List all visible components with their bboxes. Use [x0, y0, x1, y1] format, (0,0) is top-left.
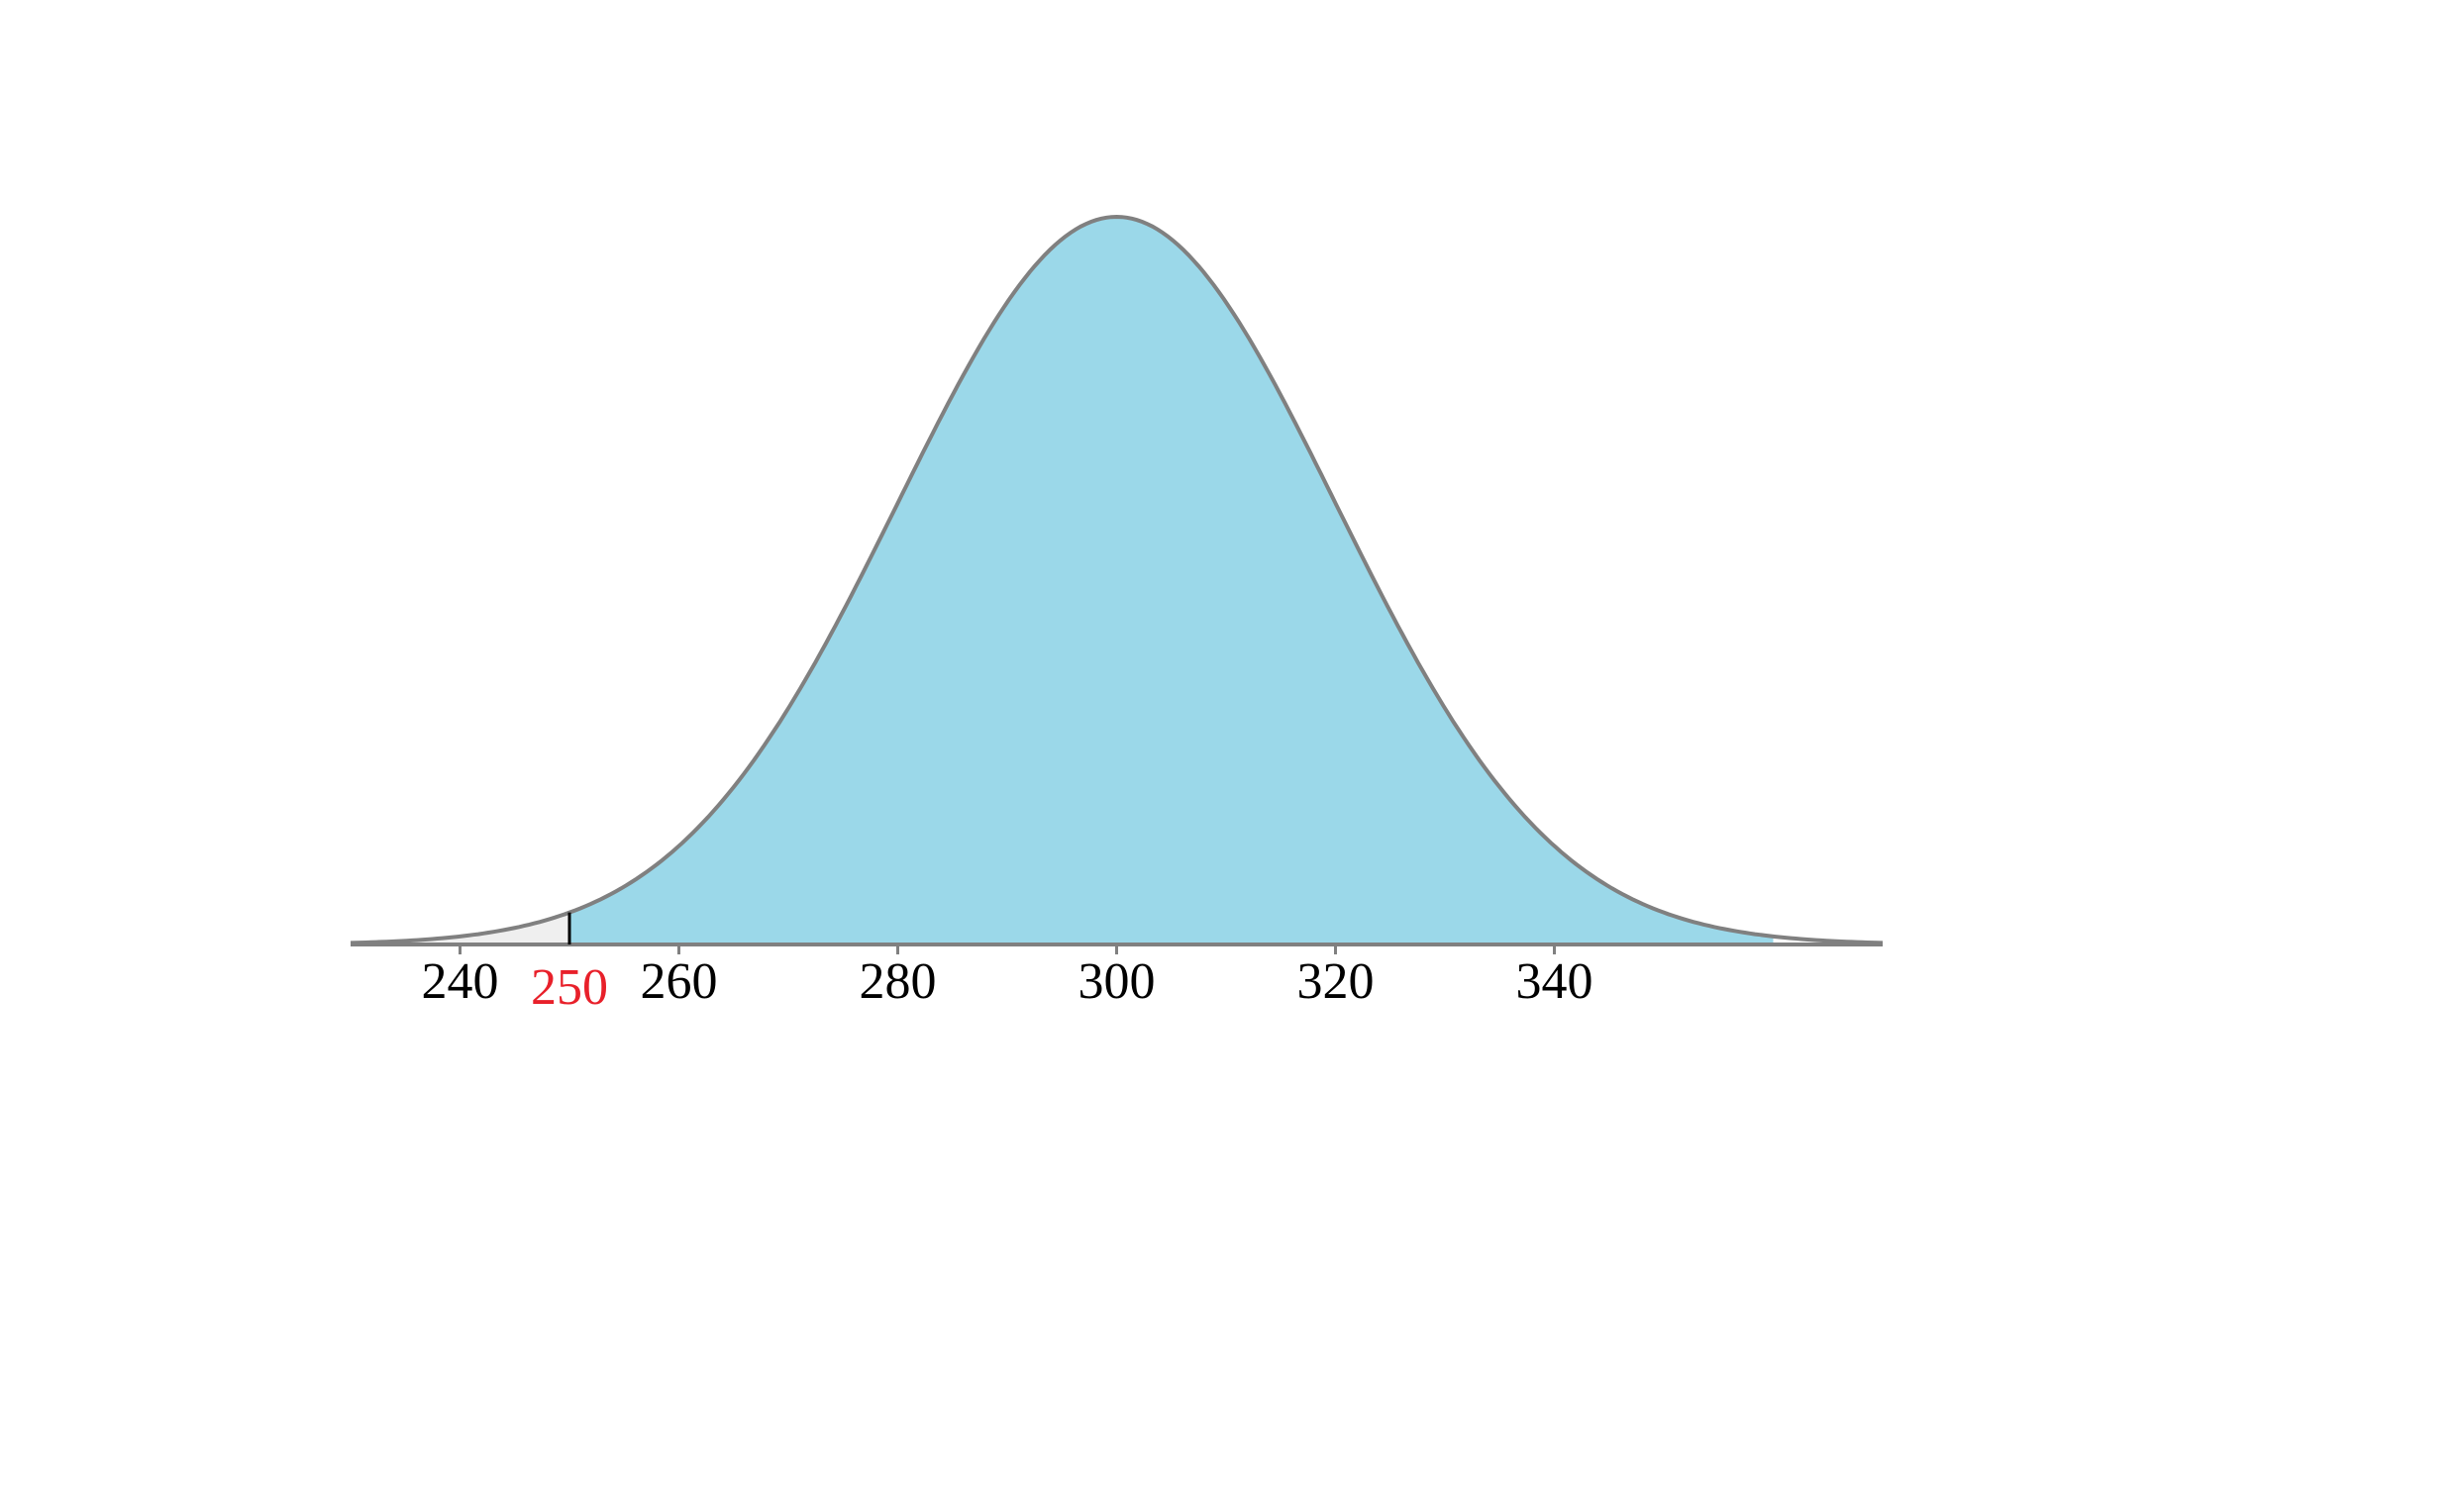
marker-label: 250: [531, 959, 608, 1016]
x-tick-label: 300: [1078, 953, 1156, 1010]
x-tick-label: 340: [1516, 953, 1593, 1010]
x-tick-label: 240: [422, 953, 499, 1010]
x-tick-label: 260: [641, 953, 718, 1010]
tail-area: [351, 912, 569, 944]
x-tick-label: 280: [860, 953, 937, 1010]
shaded-area: [569, 217, 1774, 944]
density-curve: [350, 214, 1884, 945]
x-tick-label: 320: [1297, 953, 1375, 1010]
